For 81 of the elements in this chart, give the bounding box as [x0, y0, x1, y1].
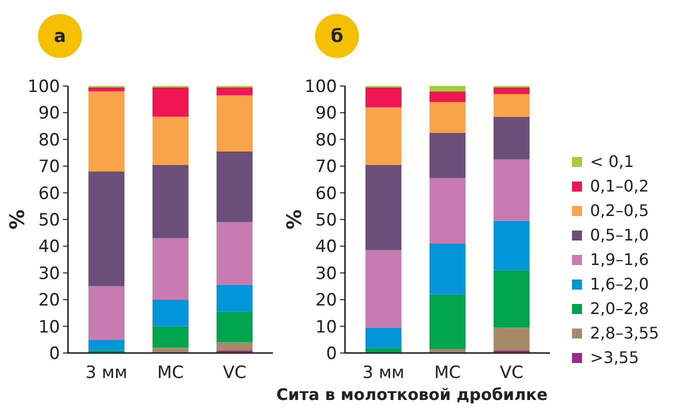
bar [152, 348, 188, 353]
legend-label: < 0,1 [590, 152, 634, 171]
y-tick-label: 100 [304, 77, 337, 97]
y-tick-label: 60 [315, 184, 337, 204]
y-tick-label: 70 [315, 157, 337, 178]
bar [494, 220, 530, 270]
y-tick-label: 90 [38, 104, 60, 124]
y-tick-label: 90 [315, 104, 337, 124]
y-tick-label: 20 [315, 290, 337, 311]
legend-label: 1,9–1,6 [590, 250, 649, 269]
bar [365, 250, 402, 328]
bar [88, 340, 124, 350]
legend-label: >3,55 [590, 348, 640, 367]
bar [365, 164, 402, 250]
bar [88, 286, 124, 340]
chart-title: а [54, 26, 66, 47]
bar [152, 164, 188, 238]
legend-label: 2,0–2,8 [590, 299, 649, 318]
x-axis-title: Сита в молотковой дробилке [276, 385, 548, 404]
chart-title: б [330, 26, 344, 47]
y-tick-label: 70 [38, 157, 60, 178]
bar [88, 91, 124, 172]
bar [494, 270, 530, 328]
y-tick-label: 40 [38, 237, 60, 258]
bar [152, 87, 188, 117]
bar [494, 159, 530, 221]
x-tick-label: МС [434, 363, 461, 383]
bar [365, 348, 402, 353]
y-tick-label: 30 [38, 264, 60, 284]
bar [430, 132, 466, 178]
y-tick-label: 40 [315, 237, 337, 258]
bar [365, 328, 402, 348]
y-tick-label: 100 [28, 77, 60, 97]
legend-label: 1,6–2,0 [590, 274, 649, 294]
x-tick-label: 3 мм [86, 363, 128, 383]
y-axis-title: % [5, 209, 29, 230]
y-tick-label: 10 [315, 317, 337, 338]
bar [430, 102, 466, 133]
bar [494, 94, 530, 117]
bar [430, 86, 466, 92]
y-tick-label: 0 [49, 344, 60, 364]
bar [152, 116, 188, 165]
bar [152, 300, 188, 326]
y-tick-label: 10 [38, 317, 60, 338]
bar [430, 178, 466, 244]
bar [494, 328, 530, 350]
bar [216, 284, 253, 312]
bar [88, 171, 124, 286]
bar [365, 107, 402, 165]
y-tick-label: 80 [38, 130, 60, 150]
y-tick-label: 20 [38, 290, 60, 311]
bar [494, 87, 530, 94]
y-tick-label: 80 [315, 130, 337, 150]
y-tick-label: 0 [326, 344, 337, 364]
bar [430, 91, 466, 102]
x-tick-label: 3 мм [362, 363, 404, 383]
y-axis-title: % [282, 209, 306, 230]
bar [216, 342, 253, 350]
bar [216, 222, 253, 285]
legend-label: 0,5–1,0 [590, 226, 649, 244]
legend-label: 0,1–0,2 [590, 176, 649, 196]
x-tick-label: VC [500, 363, 524, 383]
x-tick-label: VC [222, 363, 246, 383]
bar [216, 87, 253, 96]
bar [365, 87, 402, 108]
bar [216, 151, 253, 222]
bar [152, 238, 188, 300]
bar [430, 244, 466, 294]
legend-label: 0,2–0,5 [590, 201, 649, 220]
y-tick-label: 50 [38, 210, 60, 230]
y-tick-label: 60 [38, 184, 60, 204]
bar [88, 87, 124, 92]
x-tick-label: МС [157, 363, 184, 383]
bar [430, 294, 466, 349]
y-tick-label: 30 [315, 264, 337, 284]
bar [216, 312, 253, 342]
bar [216, 95, 253, 152]
bar [152, 326, 188, 348]
legend-label: 2,8–3,55 [590, 324, 660, 342]
bar [494, 116, 530, 160]
y-tick-label: 50 [315, 210, 337, 230]
